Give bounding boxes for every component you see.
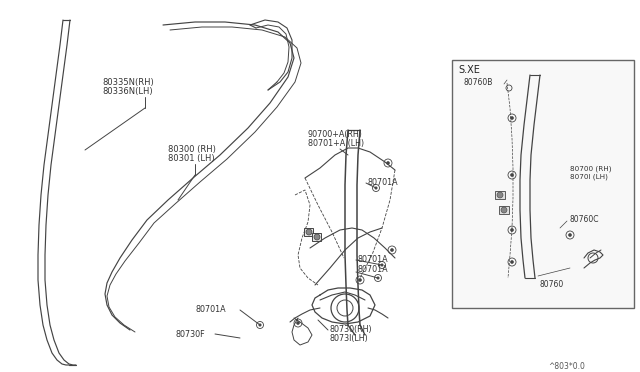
Bar xyxy=(304,228,313,236)
Text: 80301 (LH): 80301 (LH) xyxy=(168,154,214,163)
Text: 80701A: 80701A xyxy=(358,265,388,274)
Circle shape xyxy=(511,116,513,119)
Bar xyxy=(495,191,505,199)
Circle shape xyxy=(375,187,377,189)
Text: 80760B: 80760B xyxy=(464,78,493,87)
Text: 80700 (RH): 80700 (RH) xyxy=(570,165,611,171)
Text: S.XE: S.XE xyxy=(458,65,480,75)
Circle shape xyxy=(387,161,390,164)
Text: 8073l(LH): 8073l(LH) xyxy=(330,334,369,343)
Bar xyxy=(499,206,509,214)
Circle shape xyxy=(511,260,513,263)
Circle shape xyxy=(377,277,379,279)
Circle shape xyxy=(497,192,503,198)
Text: 80730(RH): 80730(RH) xyxy=(330,325,372,334)
Text: 80701A: 80701A xyxy=(358,255,388,264)
Text: 80300 (RH): 80300 (RH) xyxy=(168,145,216,154)
Circle shape xyxy=(511,228,513,231)
Circle shape xyxy=(390,248,394,251)
Text: 80335N(RH): 80335N(RH) xyxy=(102,78,154,87)
Text: 80760: 80760 xyxy=(540,280,564,289)
Text: 80701A: 80701A xyxy=(195,305,226,314)
Circle shape xyxy=(259,324,261,326)
Circle shape xyxy=(568,234,572,237)
Circle shape xyxy=(358,279,362,282)
Text: 80701A: 80701A xyxy=(368,178,399,187)
Circle shape xyxy=(381,264,383,266)
Bar xyxy=(452,60,634,308)
Text: 80336N(LH): 80336N(LH) xyxy=(102,87,152,96)
Circle shape xyxy=(296,321,300,324)
Text: 80760C: 80760C xyxy=(570,215,600,224)
Text: ^803*0.0: ^803*0.0 xyxy=(548,362,585,371)
Circle shape xyxy=(314,234,320,240)
Circle shape xyxy=(511,173,513,176)
Circle shape xyxy=(501,207,507,213)
Text: 90700+A(RH): 90700+A(RH) xyxy=(308,130,363,139)
Text: 8070l (LH): 8070l (LH) xyxy=(570,173,608,180)
Circle shape xyxy=(306,229,312,235)
Text: 80730F: 80730F xyxy=(175,330,205,339)
Bar xyxy=(312,233,321,241)
Text: 80701+A (LH): 80701+A (LH) xyxy=(308,139,364,148)
